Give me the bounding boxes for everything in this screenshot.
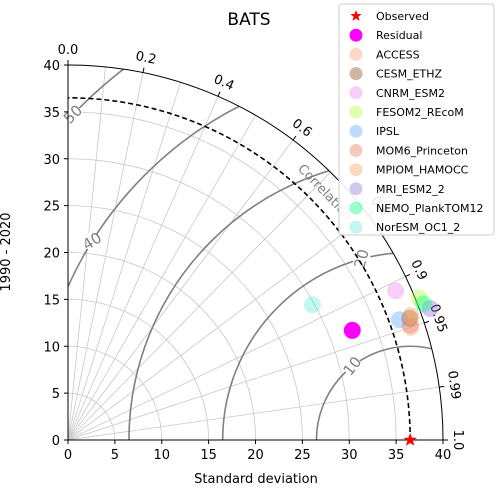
legend: Observed Residual ACCESS CESM_ETHZ CNRM_ESM2… — [338, 3, 495, 236]
x-tick-label: 5 — [111, 448, 119, 463]
reference-std-arc — [67, 97, 411, 441]
y-tick-label: 25 — [43, 200, 60, 215]
y-tick-label: 40 — [43, 59, 60, 74]
std-grid-arc — [67, 252, 256, 441]
corr-grid-line — [67, 386, 440, 441]
legend-marker — [349, 105, 363, 119]
point-mri-esm2-2 — [421, 300, 439, 318]
corr-grid-line — [67, 115, 256, 441]
legend-label: FESOM2_REcoM — [376, 106, 464, 119]
legend-label: MOM6_Princeton — [376, 144, 468, 157]
x-tick-label: 40 — [435, 448, 452, 463]
legend-marker — [349, 67, 363, 81]
corr-tick-label: 0.99 — [444, 370, 463, 401]
data-points — [303, 282, 439, 446]
rms-contour-label: 40 — [79, 229, 105, 254]
corr-grid-line — [67, 139, 294, 441]
y-tick-label: 0 — [52, 434, 60, 449]
chart-title: BATS — [227, 10, 270, 30]
legend-marker — [349, 143, 363, 157]
legend-label: CNRM_ESM2 — [376, 87, 445, 100]
corr-tick-label: 1.0 — [450, 430, 465, 451]
point-mom6-princeton — [401, 316, 419, 334]
corr-tick-mark — [439, 385, 445, 388]
corr-grid-line — [67, 82, 181, 441]
y-tick-label: 20 — [43, 247, 60, 262]
rms-label-bg — [83, 232, 102, 251]
legend-marker — [350, 10, 362, 21]
point-residual — [343, 321, 361, 339]
legend-marker — [349, 163, 363, 177]
legend-label: ACCESS — [376, 48, 420, 61]
legend-label: MRI_ESM2_2 — [376, 183, 445, 196]
corr-tick-label: 0.4 — [211, 72, 236, 94]
rms-contour — [315, 345, 443, 440]
std-grid-arc — [67, 392, 116, 441]
legend-label: CESM_ETHZ — [376, 68, 443, 81]
std-grid-arc — [67, 298, 210, 441]
point-fesom2-recom — [410, 289, 428, 307]
corr-grid-line — [67, 171, 331, 441]
corr-tick-label: 0.2 — [134, 49, 157, 68]
legend-label: NorESM_OC1_2 — [376, 221, 460, 234]
corr-tick-label: 0.6 — [289, 116, 315, 140]
x-tick-label: 0 — [64, 448, 72, 463]
corr-tick-label: 0.9 — [407, 258, 430, 283]
rms-label-bg — [343, 357, 362, 376]
x-tick-label: 35 — [388, 448, 405, 463]
std-grid-arc — [67, 111, 397, 441]
corr-grid-line — [67, 322, 425, 441]
corr-grid-line — [67, 96, 219, 441]
legend-marker — [349, 47, 363, 61]
legend-label: NEMO_PlankTOM12 — [376, 202, 483, 215]
corr-grid-line — [67, 214, 369, 441]
legend-label: Observed — [376, 10, 429, 23]
legend-marker — [349, 124, 363, 138]
y-tick-label: 35 — [43, 106, 60, 121]
corr-tick-mark — [292, 135, 297, 141]
legend-marker — [349, 86, 363, 100]
y-tick-label: 30 — [43, 153, 60, 168]
outer-arc — [67, 64, 444, 441]
y-tick-label: 15 — [43, 293, 60, 308]
legend-label: IPSL — [376, 125, 400, 138]
corr-grid-line — [67, 276, 406, 441]
legend-label: Residual — [376, 29, 422, 42]
point-nemo-planktom12 — [415, 295, 433, 313]
legend-marker — [349, 220, 363, 234]
legend-items: Observed Residual ACCESS CESM_ETHZ CNRM_ESM2… — [349, 10, 483, 234]
corr-tick-label: 0.0 — [58, 43, 79, 58]
rms-label-bg — [352, 249, 371, 268]
legend-marker — [349, 28, 363, 42]
x-tick-label: 25 — [294, 448, 311, 463]
legend-marker — [349, 201, 363, 215]
corr-tick-mark — [405, 273, 411, 277]
x-tick-label: 30 — [341, 448, 358, 463]
y-tick-label: 5 — [52, 387, 60, 402]
y-tick-label: 10 — [43, 340, 60, 355]
std-grid-arc — [67, 205, 303, 441]
legend-frame — [338, 3, 495, 236]
corr-tick-mark — [217, 91, 221, 97]
y-axis-label: 1990 - 2020 — [0, 212, 14, 291]
x-tick-label: 15 — [200, 448, 217, 463]
rms-contour-label: 20 — [350, 247, 372, 270]
point-observed — [403, 433, 417, 446]
corr-tick-mark — [142, 67, 145, 73]
corr-grid-line — [67, 72, 144, 441]
corr-grid-line — [67, 66, 106, 441]
legend-marker — [349, 182, 363, 196]
x-axis-label: Standard deviation — [194, 472, 318, 487]
legend-label: MPIOM_HAMOCC — [376, 164, 469, 177]
point-noresm-oc1-2 — [303, 296, 321, 314]
x-tick-label: 10 — [153, 448, 170, 463]
std-grid-arc — [67, 345, 163, 441]
point-cnrm-esm2 — [387, 282, 405, 300]
corr-tick-mark — [424, 320, 430, 324]
point-mpiom-hamocc — [402, 307, 420, 325]
x-tick-label: 20 — [247, 448, 264, 463]
